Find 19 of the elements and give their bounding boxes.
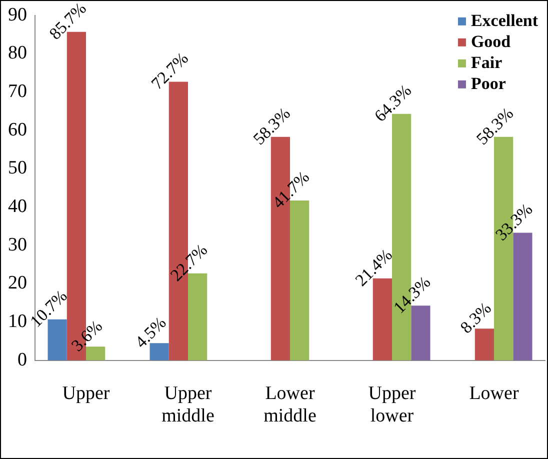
legend-label: Poor <box>470 74 506 93</box>
y-tick-label: 30 <box>8 234 27 256</box>
x-tick-label: Upper middle <box>162 382 214 427</box>
y-tick-label: 70 <box>8 81 27 102</box>
x-tick-label: Lower <box>469 382 520 404</box>
y-tick-label: 20 <box>8 272 27 294</box>
legend-label: Good <box>470 32 512 51</box>
y-tick-label: 60 <box>8 119 27 140</box>
x-tick-label: Upper lower <box>368 382 416 427</box>
y-tick-label: 40 <box>8 196 27 218</box>
x-tick-label: Upper <box>62 382 110 404</box>
y-tick-label: 0 <box>18 349 27 370</box>
y-tick-label: 50 <box>8 158 27 179</box>
legend-label: Excellent <box>470 10 538 30</box>
y-tick-label: 90 <box>8 4 27 26</box>
legend-label: Fair <box>470 52 503 72</box>
x-tick-label: Lower middle <box>264 382 316 427</box>
y-tick-label: 80 <box>8 42 27 64</box>
y-tick-label: 10 <box>8 311 27 332</box>
